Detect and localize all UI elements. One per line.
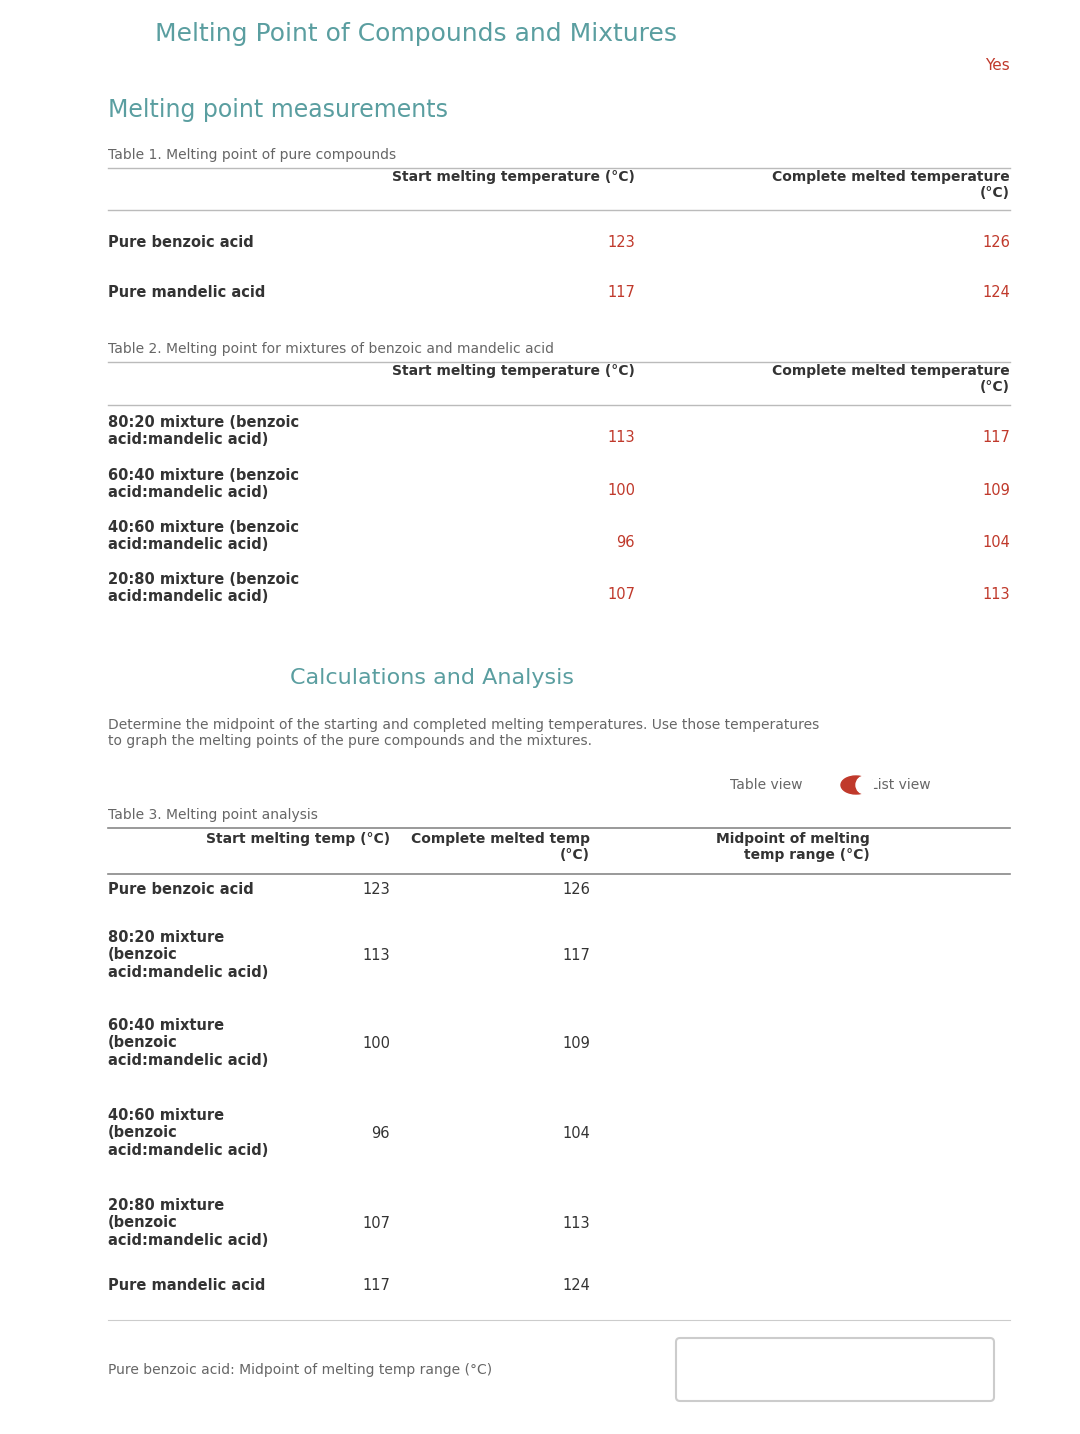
Text: Melting Point of Compounds and Mixtures: Melting Point of Compounds and Mixtures <box>156 22 677 46</box>
Text: 104: 104 <box>562 1126 590 1141</box>
Text: Midpoint of melting
temp range (°C): Midpoint of melting temp range (°C) <box>716 832 870 862</box>
Text: 60:40 mixture
(benzoic
acid:mandelic acid): 60:40 mixture (benzoic acid:mandelic aci… <box>108 1018 268 1068</box>
Text: Determine the midpoint of the starting and completed melting temperatures. Use t: Determine the midpoint of the starting a… <box>108 718 820 749</box>
Text: 40:60 mixture
(benzoic
acid:mandelic acid): 40:60 mixture (benzoic acid:mandelic aci… <box>108 1108 268 1157</box>
Text: 117: 117 <box>562 948 590 964</box>
Text: 117: 117 <box>982 430 1010 445</box>
Text: Melting point measurements: Melting point measurements <box>108 98 448 122</box>
Text: 117: 117 <box>607 285 635 300</box>
Text: Table 2. Melting point for mixtures of benzoic and mandelic acid: Table 2. Melting point for mixtures of b… <box>108 341 554 356</box>
Text: Yes: Yes <box>985 57 1010 73</box>
Text: 96: 96 <box>617 535 635 551</box>
Text: 109: 109 <box>982 483 1010 498</box>
Text: 100: 100 <box>607 483 635 498</box>
Text: 60:40 mixture (benzoic
acid:mandelic acid): 60:40 mixture (benzoic acid:mandelic aci… <box>108 467 299 500</box>
FancyBboxPatch shape <box>676 1338 994 1401</box>
Text: 124: 124 <box>982 285 1010 300</box>
Text: 126: 126 <box>982 235 1010 250</box>
Text: Pure benzoic acid: Pure benzoic acid <box>108 882 254 898</box>
Text: 113: 113 <box>607 430 635 445</box>
Text: 113: 113 <box>363 948 390 964</box>
Ellipse shape <box>841 776 870 794</box>
Text: 107: 107 <box>607 587 635 602</box>
Text: 123: 123 <box>362 882 390 898</box>
Text: Pure mandelic acid: Pure mandelic acid <box>108 1278 266 1293</box>
Text: 109: 109 <box>562 1035 590 1051</box>
Text: 117: 117 <box>362 1278 390 1293</box>
Text: 80:20 mixture
(benzoic
acid:mandelic acid): 80:20 mixture (benzoic acid:mandelic aci… <box>108 931 268 979</box>
Text: 113: 113 <box>563 1216 590 1230</box>
Text: Complete melted temperature
(°C): Complete melted temperature (°C) <box>772 171 1010 201</box>
Text: Pure mandelic acid: Pure mandelic acid <box>108 285 266 300</box>
Text: Complete melted temperature
(°C): Complete melted temperature (°C) <box>772 364 1010 394</box>
Text: 124: 124 <box>562 1278 590 1293</box>
Text: Table 3. Melting point analysis: Table 3. Melting point analysis <box>108 807 318 822</box>
Text: 126: 126 <box>562 882 590 898</box>
Text: Pure benzoic acid: Pure benzoic acid <box>108 235 254 250</box>
Text: 100: 100 <box>362 1035 390 1051</box>
Text: Table 1. Melting point of pure compounds: Table 1. Melting point of pure compounds <box>108 148 396 162</box>
Text: 107: 107 <box>362 1216 390 1230</box>
Text: Start melting temperature (°C): Start melting temperature (°C) <box>392 171 635 184</box>
Text: Start melting temperature (°C): Start melting temperature (°C) <box>392 364 635 379</box>
Text: Table view: Table view <box>730 779 802 792</box>
Text: 104: 104 <box>982 535 1010 551</box>
Text: List view: List view <box>870 779 931 792</box>
Text: 80:20 mixture (benzoic
acid:mandelic acid): 80:20 mixture (benzoic acid:mandelic aci… <box>108 414 299 447</box>
Text: 123: 123 <box>607 235 635 250</box>
Text: 40:60 mixture (benzoic
acid:mandelic acid): 40:60 mixture (benzoic acid:mandelic aci… <box>108 521 299 552</box>
Text: 20:80 mixture (benzoic
acid:mandelic acid): 20:80 mixture (benzoic acid:mandelic aci… <box>108 572 299 604</box>
Text: 20:80 mixture
(benzoic
acid:mandelic acid): 20:80 mixture (benzoic acid:mandelic aci… <box>108 1197 268 1248</box>
Text: Calculations and Analysis: Calculations and Analysis <box>291 668 573 688</box>
Text: Complete melted temp
(°C): Complete melted temp (°C) <box>411 832 590 862</box>
Text: Pure benzoic acid: Midpoint of melting temp range (°C): Pure benzoic acid: Midpoint of melting t… <box>108 1362 492 1377</box>
Circle shape <box>856 776 874 794</box>
Text: 96: 96 <box>372 1126 390 1141</box>
Text: Start melting temp (°C): Start melting temp (°C) <box>206 832 390 846</box>
Text: 113: 113 <box>983 587 1010 602</box>
